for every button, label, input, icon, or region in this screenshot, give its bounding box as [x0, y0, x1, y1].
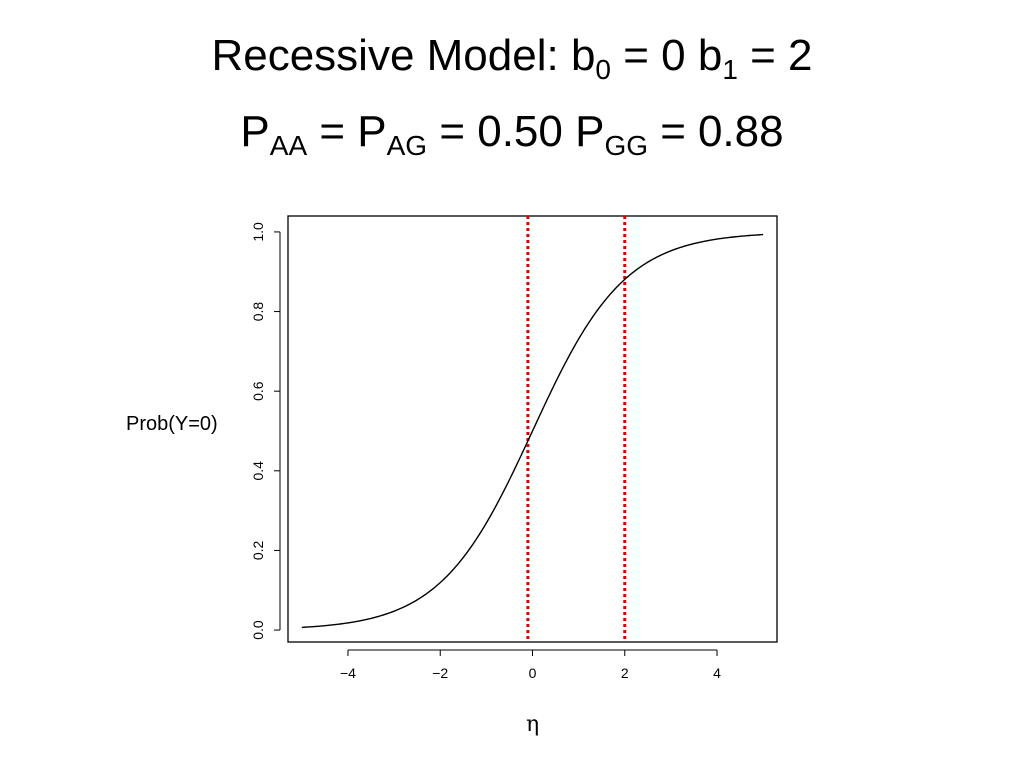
y-tick-label: 0.4 — [250, 461, 266, 481]
x-tick-label: 0 — [529, 665, 537, 681]
title-p-aa: P — [240, 107, 270, 156]
y-tick-label: 0.0 — [250, 620, 266, 640]
y-tick-label: 0.2 — [250, 540, 266, 560]
title-equals: = — [648, 107, 686, 156]
chart-title-line-2: PAA = PAG = 0.50 PGG = 0.88 — [0, 107, 1024, 160]
y-axis-label: Prob(Y=0) — [126, 413, 218, 435]
title-p-gg: = 0.50 P — [427, 107, 605, 156]
title-value: 0.88 — [697, 107, 784, 156]
title-subscript-0: 0 — [595, 54, 611, 85]
y-tick-label: 1.0 — [250, 222, 266, 242]
title-subscript-aa: AA — [269, 130, 308, 161]
y-tick-label: 0.6 — [250, 381, 266, 401]
x-tick-label: −2 — [432, 665, 448, 681]
title-text-a: Recessive Model: b — [211, 31, 596, 80]
x-axis-label: η — [526, 712, 540, 737]
chart-title-line-1: Recessive Model: b0 = 0 b1 = 2 — [0, 31, 1024, 84]
y-tick-label: 0.8 — [250, 302, 266, 322]
x-tick-label: 4 — [713, 665, 721, 681]
x-tick-label: 2 — [621, 665, 629, 681]
title-subscript-1: 1 — [722, 54, 738, 85]
plot-frame — [287, 215, 778, 643]
title-text-b: = 0 b — [611, 31, 723, 80]
title-text-c: = 2 — [737, 31, 813, 80]
x-tick-label: −4 — [340, 665, 356, 681]
title-p-ag: = P — [307, 107, 387, 156]
logistic-curve — [301, 233, 764, 629]
title-subscript-ag: AG — [386, 130, 428, 161]
title-subscript-gg: GG — [604, 130, 649, 161]
